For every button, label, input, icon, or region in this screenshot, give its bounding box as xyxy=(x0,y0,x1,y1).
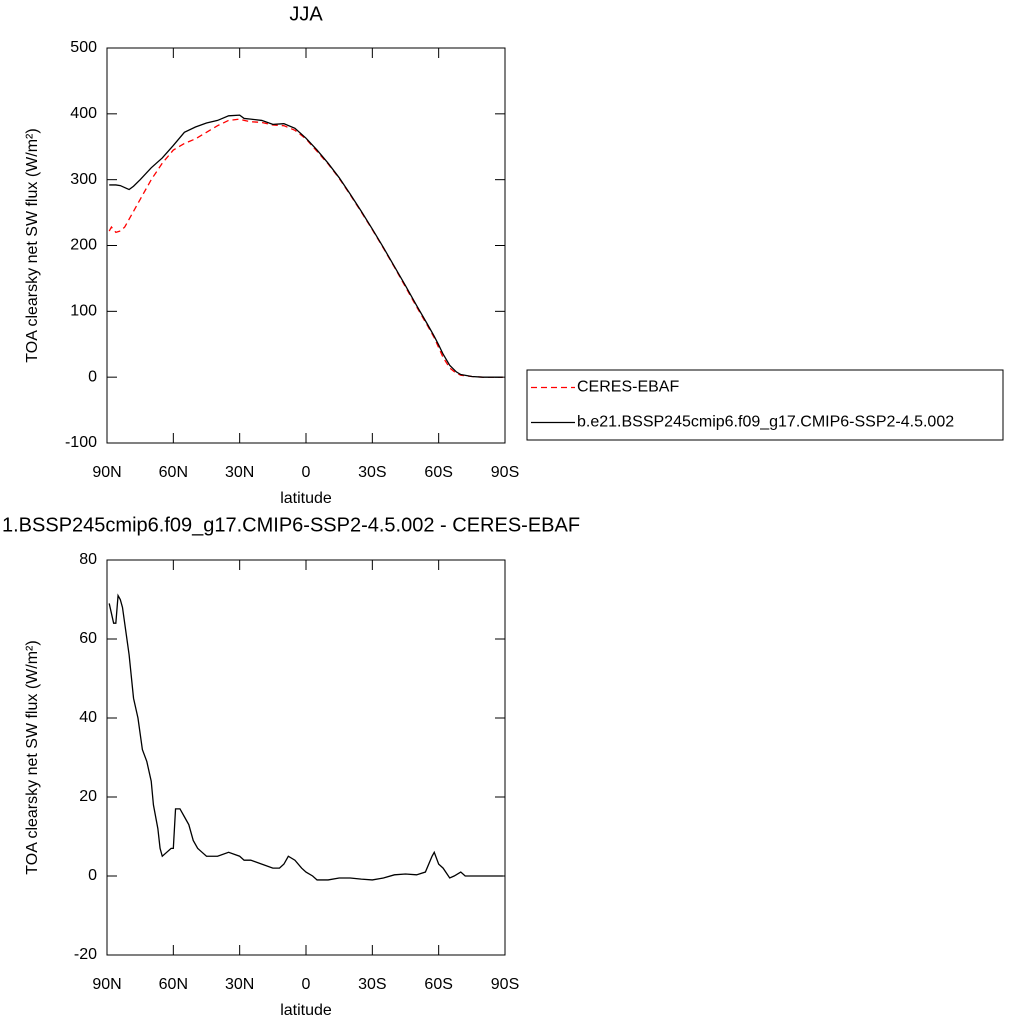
x-tick-label: 0 xyxy=(302,464,311,481)
x-tick-label: 60S xyxy=(424,976,452,993)
x-axis-label: latitude xyxy=(280,1002,332,1019)
y-tick-label: 80 xyxy=(79,551,97,568)
plot-frame xyxy=(106,47,506,444)
legend-label: b.e21.BSSP245cmip6.f09_g17.CMIP6-SSP2-4.… xyxy=(577,414,954,431)
chart-title: 1.BSSP245cmip6.f09_g17.CMIP6-SSP2-4.5.00… xyxy=(2,514,580,536)
x-tick-label: 60N xyxy=(159,976,188,993)
y-tick-label: -20 xyxy=(74,946,97,963)
x-tick-label: 60S xyxy=(424,464,452,481)
legend-box xyxy=(526,369,1004,441)
x-axis-label: latitude xyxy=(280,490,332,507)
x-tick-label: 90N xyxy=(92,464,121,481)
data-line xyxy=(109,114,503,378)
y-tick-label: 200 xyxy=(70,237,97,254)
chart-title: JJA xyxy=(289,3,323,25)
legend-label: CERES-EBAF xyxy=(577,379,679,396)
y-axis-label: TOA clearsky net SW flux (W/m²) xyxy=(24,640,41,874)
plot-frame xyxy=(106,559,506,956)
x-tick-label: 90S xyxy=(491,976,519,993)
y-tick-label: -100 xyxy=(65,434,97,451)
x-tick-label: 90N xyxy=(92,976,121,993)
y-tick-label: 40 xyxy=(79,709,97,726)
y-tick-label: 400 xyxy=(70,105,97,122)
x-tick-label: 0 xyxy=(302,976,311,993)
x-tick-label: 60N xyxy=(159,464,188,481)
y-tick-label: 20 xyxy=(79,788,97,805)
data-line xyxy=(108,118,503,378)
y-tick-label: 500 xyxy=(70,39,97,56)
y-tick-label: 0 xyxy=(88,867,97,884)
x-tick-label: 90S xyxy=(491,464,519,481)
y-axis-label: TOA clearsky net SW flux (W/m²) xyxy=(24,128,41,362)
x-tick-label: 30S xyxy=(358,464,386,481)
y-tick-label: 100 xyxy=(70,303,97,320)
x-tick-label: 30S xyxy=(358,976,386,993)
y-tick-label: 60 xyxy=(79,630,97,647)
data-line xyxy=(108,593,503,881)
x-tick-label: 30N xyxy=(225,464,254,481)
x-tick-label: 30N xyxy=(225,976,254,993)
y-tick-label: 300 xyxy=(70,171,97,188)
y-tick-label: 0 xyxy=(88,368,97,385)
